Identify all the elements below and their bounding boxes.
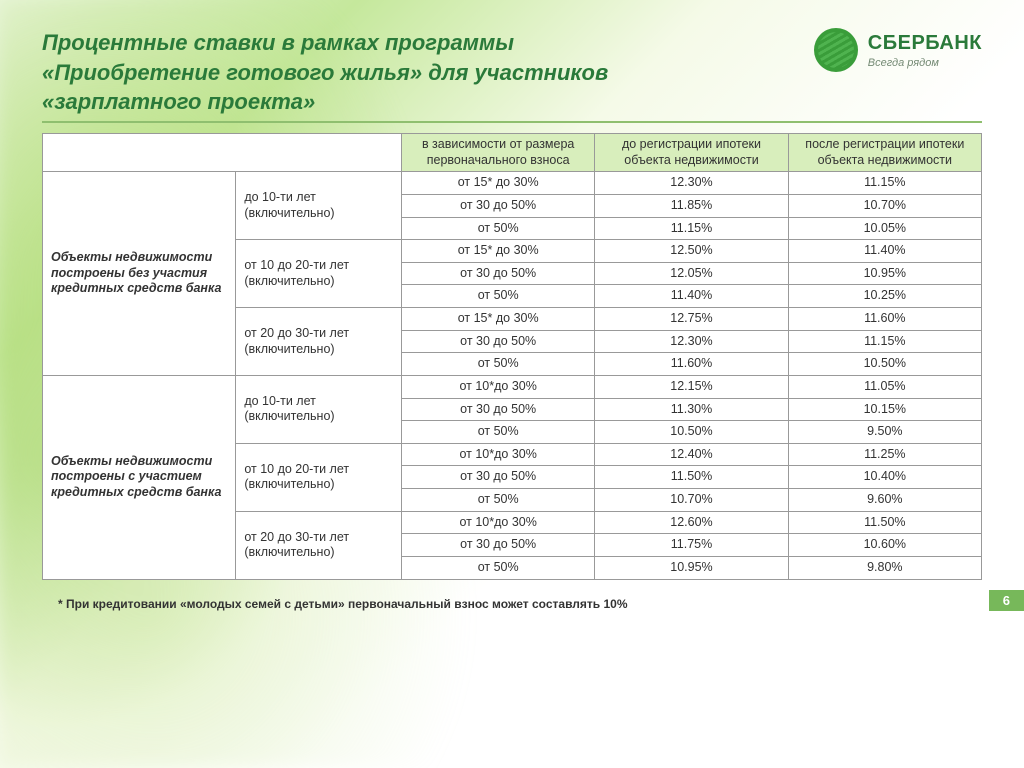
rate-before-cell: 11.60% [595, 353, 788, 376]
rate-after-cell: 11.60% [788, 308, 981, 331]
rate-after-cell: 10.15% [788, 398, 981, 421]
deposit-cell: от 50% [402, 353, 595, 376]
deposit-cell: от 15* до 30% [402, 240, 595, 263]
term-label: до 10-ти лет (включительно) [236, 172, 402, 240]
group-label: Объекты недвижимости построены без участ… [43, 172, 236, 376]
rate-after-cell: 11.15% [788, 330, 981, 353]
rate-before-cell: 11.15% [595, 217, 788, 240]
term-label: от 20 до 30-ти лет (включительно) [236, 308, 402, 376]
rate-before-cell: 12.30% [595, 330, 788, 353]
rate-after-cell: 11.15% [788, 172, 981, 195]
slide-title: Процентные ставки в рамках программы «Пр… [42, 28, 662, 117]
rate-after-cell: 10.50% [788, 353, 981, 376]
table-row: Объекты недвижимости построены с участие… [43, 375, 982, 398]
deposit-cell: от 30 до 50% [402, 330, 595, 353]
rate-after-cell: 10.25% [788, 285, 981, 308]
table-blank-head [43, 134, 402, 172]
deposit-cell: от 30 до 50% [402, 534, 595, 557]
deposit-cell: от 10*до 30% [402, 443, 595, 466]
rate-after-cell: 10.40% [788, 466, 981, 489]
table-row: Объекты недвижимости построены без участ… [43, 172, 982, 195]
term-label: от 10 до 20-ти лет (включительно) [236, 240, 402, 308]
rate-before-cell: 12.05% [595, 262, 788, 285]
rate-before-cell: 11.30% [595, 398, 788, 421]
deposit-cell: от 50% [402, 217, 595, 240]
term-label: от 20 до 30-ти лет (включительно) [236, 511, 402, 579]
deposit-cell: от 50% [402, 421, 595, 444]
bank-name: СБЕРБАНК [868, 32, 982, 55]
group-label: Объекты недвижимости построены с участие… [43, 375, 236, 579]
rate-before-cell: 12.40% [595, 443, 788, 466]
rate-after-cell: 10.70% [788, 194, 981, 217]
rate-after-cell: 9.50% [788, 421, 981, 444]
deposit-cell: от 30 до 50% [402, 262, 595, 285]
deposit-cell: от 15* до 30% [402, 172, 595, 195]
rate-before-cell: 11.50% [595, 466, 788, 489]
term-label: до 10-ти лет (включительно) [236, 375, 402, 443]
page-number: 6 [989, 590, 1024, 611]
rate-before-cell: 12.60% [595, 511, 788, 534]
col-after: после регистрации ипотеки объекта недвиж… [788, 134, 981, 172]
rates-table: в зависимости от размера первоначального… [42, 133, 982, 580]
rate-after-cell: 11.25% [788, 443, 981, 466]
rate-after-cell: 11.50% [788, 511, 981, 534]
term-label: от 10 до 20-ти лет (включительно) [236, 443, 402, 511]
rate-before-cell: 12.15% [595, 375, 788, 398]
deposit-cell: от 10*до 30% [402, 375, 595, 398]
rate-after-cell: 11.40% [788, 240, 981, 263]
rate-after-cell: 11.05% [788, 375, 981, 398]
deposit-cell: от 50% [402, 556, 595, 579]
deposit-cell: от 50% [402, 285, 595, 308]
bank-tagline: Всегда рядом [868, 57, 982, 69]
rate-after-cell: 9.80% [788, 556, 981, 579]
sberbank-icon [814, 28, 858, 72]
deposit-cell: от 15* до 30% [402, 308, 595, 331]
rate-after-cell: 10.05% [788, 217, 981, 240]
rate-before-cell: 11.85% [595, 194, 788, 217]
col-before: до регистрации ипотеки объекта недвижимо… [595, 134, 788, 172]
deposit-cell: от 30 до 50% [402, 398, 595, 421]
col-deposit: в зависимости от размера первоначального… [402, 134, 595, 172]
rate-before-cell: 10.70% [595, 489, 788, 512]
rate-after-cell: 10.95% [788, 262, 981, 285]
deposit-cell: от 30 до 50% [402, 194, 595, 217]
bank-logo: СБЕРБАНК Всегда рядом [814, 28, 982, 72]
rate-before-cell: 12.75% [595, 308, 788, 331]
rate-before-cell: 10.95% [595, 556, 788, 579]
footnote: * При кредитовании «молодых семей с деть… [42, 597, 628, 611]
rate-before-cell: 12.50% [595, 240, 788, 263]
rate-after-cell: 9.60% [788, 489, 981, 512]
rate-before-cell: 12.30% [595, 172, 788, 195]
rate-before-cell: 11.40% [595, 285, 788, 308]
deposit-cell: от 50% [402, 489, 595, 512]
rate-before-cell: 11.75% [595, 534, 788, 557]
deposit-cell: от 10*до 30% [402, 511, 595, 534]
rate-after-cell: 10.60% [788, 534, 981, 557]
divider [42, 121, 982, 123]
rate-before-cell: 10.50% [595, 421, 788, 444]
deposit-cell: от 30 до 50% [402, 466, 595, 489]
